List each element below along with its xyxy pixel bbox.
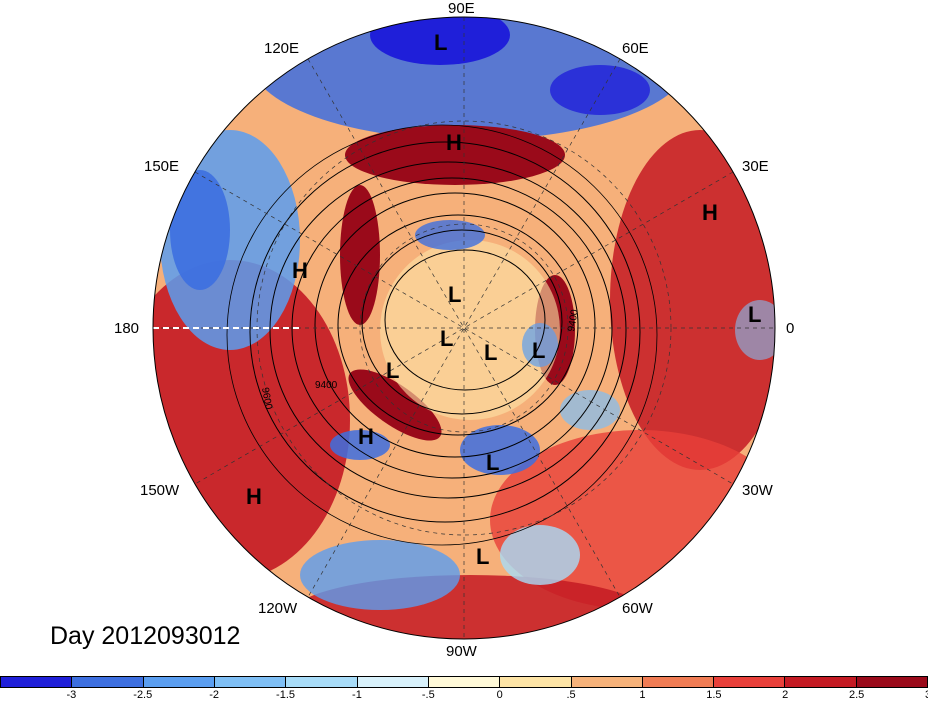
colorbar-swatch bbox=[1, 677, 73, 687]
colorbar-swatch bbox=[856, 677, 928, 687]
colorbar-tick-label: -3 bbox=[66, 689, 77, 701]
colorbar-tick-label: 2.5 bbox=[848, 689, 865, 701]
lon-label-30e: 30E bbox=[742, 158, 769, 175]
lon-label-60w: 60W bbox=[622, 600, 653, 617]
lon-label-150e: 150E bbox=[144, 158, 180, 175]
colorbar-swatch bbox=[357, 677, 429, 687]
colorbar-tick-label: 2 bbox=[782, 689, 789, 701]
system-label-low: L bbox=[434, 30, 448, 55]
colorbar-tick-label: -1.5 bbox=[276, 689, 296, 701]
day-label: Day 2012093012 bbox=[50, 622, 241, 650]
colorbar-swatch bbox=[500, 677, 572, 687]
system-label-low: L bbox=[532, 338, 546, 363]
system-label-low: L bbox=[440, 326, 454, 351]
colorbar-tick-label: 1 bbox=[639, 689, 646, 701]
colorbar-swatch bbox=[143, 677, 215, 687]
colorbar-tick-label: 3 bbox=[925, 689, 928, 701]
colorbar-swatch bbox=[571, 677, 643, 687]
colorbar-tick-label: .5 bbox=[566, 689, 576, 701]
system-label-high: H bbox=[702, 200, 718, 225]
system-label-high: H bbox=[292, 258, 308, 283]
lon-label-60e: 60E bbox=[622, 40, 649, 57]
map-border bbox=[152, 16, 776, 640]
colorbar-tick-label: 0 bbox=[496, 689, 503, 701]
contour-label: 9600 bbox=[259, 387, 274, 411]
colorbar-swatch bbox=[714, 677, 786, 687]
lon-label-120e: 120E bbox=[264, 40, 300, 57]
system-label-low: L bbox=[386, 358, 400, 383]
system-label-low: L bbox=[448, 282, 462, 307]
contour-label: 9400 bbox=[315, 380, 338, 391]
system-label-high: H bbox=[246, 484, 262, 509]
system-label-high: H bbox=[358, 424, 374, 449]
colorbar-swatch bbox=[72, 677, 144, 687]
system-label-high: H bbox=[446, 130, 462, 155]
lon-label-30w: 30W bbox=[742, 482, 773, 499]
system-label-low: L bbox=[486, 450, 500, 475]
colorbar-tick-label: -2.5 bbox=[133, 689, 153, 701]
colorbar-swatch bbox=[642, 677, 715, 687]
lon-label-120w: 120W bbox=[258, 600, 298, 617]
colorbar bbox=[0, 676, 928, 688]
contour-label: 9400 bbox=[566, 308, 581, 332]
colorbar-swatch bbox=[428, 677, 501, 687]
lon-label-90e: 90E bbox=[448, 0, 475, 17]
lon-label-150w: 150W bbox=[140, 482, 180, 499]
colorbar-tick-label: -2 bbox=[209, 689, 220, 701]
system-label-low: L bbox=[476, 544, 490, 569]
colorbar-tick-label: 1.5 bbox=[706, 689, 722, 701]
colorbar-tick-label: -.5 bbox=[421, 689, 435, 701]
colorbar-swatch bbox=[785, 677, 857, 687]
colorbar-tick-label: -1 bbox=[352, 689, 362, 701]
lon-label-90w: 90W bbox=[446, 643, 477, 660]
colorbar-swatch bbox=[286, 677, 358, 687]
system-label-low: L bbox=[484, 340, 498, 365]
lon-label-0: 0 bbox=[786, 320, 795, 337]
system-label-low: L bbox=[748, 302, 762, 327]
colorbar-swatch bbox=[214, 677, 287, 687]
lon-label-180: 180 bbox=[114, 320, 140, 337]
